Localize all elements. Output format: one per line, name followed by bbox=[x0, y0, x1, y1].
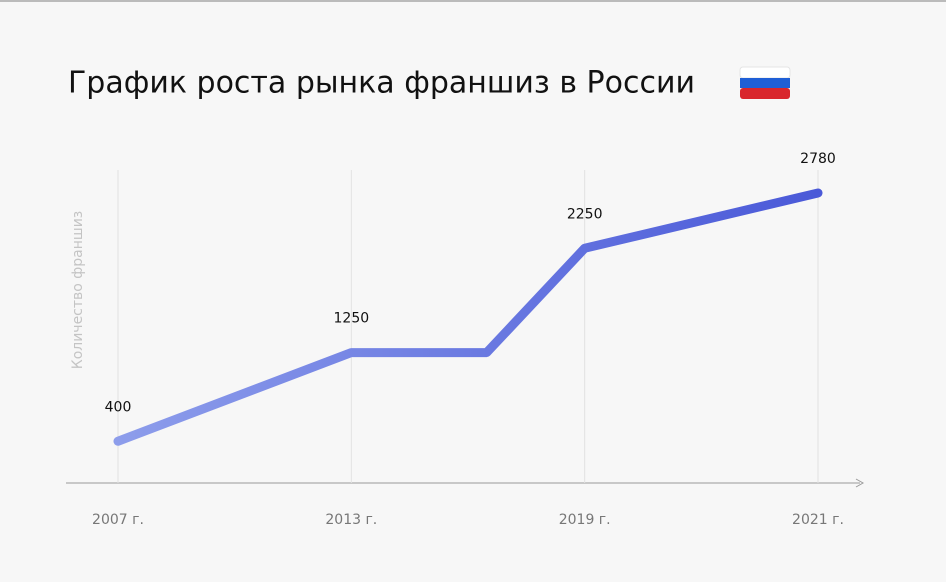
flag-blue bbox=[740, 78, 790, 88]
data-label: 2780 bbox=[800, 151, 836, 167]
flag bbox=[739, 66, 791, 99]
x-tick-label: 2007 г. bbox=[92, 512, 144, 528]
flag-white bbox=[739, 66, 791, 79]
flag-red bbox=[740, 88, 790, 99]
x-tick-label: 2021 г. bbox=[792, 512, 844, 528]
x-tick-label: 2019 г. bbox=[559, 512, 611, 528]
data-label: 2250 bbox=[567, 206, 603, 222]
x-axis-arrow bbox=[855, 478, 865, 488]
data-label: 400 bbox=[105, 399, 132, 415]
data-label: 1250 bbox=[334, 311, 370, 327]
y-axis-label: Количество франшиз bbox=[70, 211, 86, 370]
data-line bbox=[113, 188, 823, 446]
x-tick-label: 2013 г. bbox=[325, 512, 377, 528]
chart-title: График роста рынка франшиз в России bbox=[68, 66, 695, 101]
